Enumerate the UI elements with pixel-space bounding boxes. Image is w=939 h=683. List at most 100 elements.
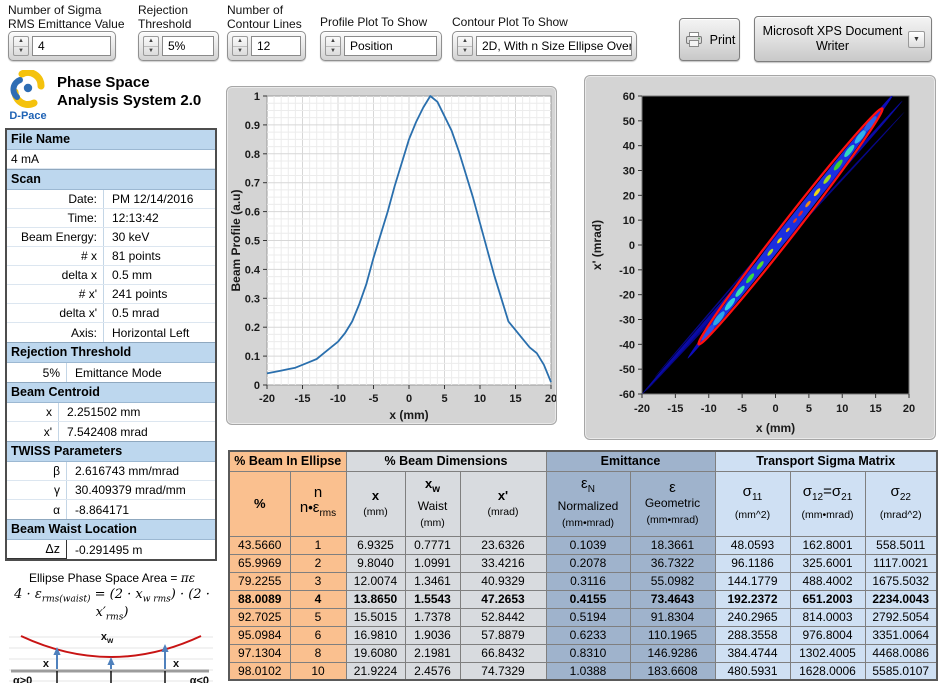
- profile-plot-selector[interactable]: ▲▼ Position: [320, 31, 442, 61]
- beam-envelope-diagram: xxxwα>0α<0Δz>0Δz<0: [5, 626, 217, 683]
- table-cell: 162.8001: [790, 536, 865, 554]
- section-row: Δz-0.291495 m: [7, 540, 215, 559]
- table-cell: 0.2078: [546, 554, 630, 572]
- spin-up-icon[interactable]: ▲: [458, 37, 472, 47]
- column-header: x(mm): [346, 471, 405, 536]
- contour-lines-stepper[interactable]: ▲▼ 12: [227, 31, 306, 61]
- chevron-down-icon[interactable]: ▼: [908, 31, 925, 48]
- svg-text:-15: -15: [667, 403, 683, 415]
- contour-plot-value-field[interactable]: 2D, With n Size Ellipse Overlay: [476, 36, 632, 56]
- print-button[interactable]: Print: [679, 18, 740, 61]
- table-row: 95.0984616.98101.903657.88790.6233110.19…: [229, 626, 937, 644]
- section-row: Time:12:13:42: [7, 209, 215, 228]
- svg-text:xw: xw: [101, 631, 114, 645]
- spin-up-icon[interactable]: ▲: [326, 37, 340, 47]
- group-header: Transport Sigma Matrix: [715, 451, 937, 471]
- section-header: Scan: [7, 170, 215, 190]
- table-cell: 976.8004: [790, 626, 865, 644]
- table-cell: 97.1304: [229, 644, 290, 662]
- table-cell: 18.3661: [630, 536, 715, 554]
- svg-text:-20: -20: [259, 393, 275, 405]
- rejection-value-field[interactable]: 5%: [162, 36, 214, 56]
- app-title: Phase Space Analysis System 2.0: [57, 74, 201, 110]
- sigma-stepper[interactable]: ▲▼ 4: [8, 31, 116, 61]
- info-panel: File Name4 mAScanDate:PM 12/14/2016Time:…: [5, 128, 217, 561]
- contour-lines-spin-buttons[interactable]: ▲▼: [232, 36, 248, 56]
- table-cell: 1.3461: [405, 572, 460, 590]
- spin-down-icon[interactable]: ▼: [326, 47, 340, 56]
- table-cell: 48.0593: [715, 536, 790, 554]
- row-label: α: [7, 500, 67, 519]
- row-value: 30.409379 mrad/mm: [67, 483, 186, 497]
- svg-text:α<0: α<0: [190, 675, 209, 683]
- row-value: 0.5 mrad: [104, 306, 159, 320]
- row-label: Time:: [7, 209, 104, 227]
- contour-plot-spin-buttons[interactable]: ▲▼: [457, 36, 473, 56]
- table-cell: 4468.0086: [865, 644, 937, 662]
- svg-text:0: 0: [254, 380, 260, 392]
- svg-text:15: 15: [870, 403, 882, 415]
- table-cell: 1: [290, 536, 346, 554]
- table-cell: 23.6326: [460, 536, 546, 554]
- table-column-header-row: %nn•εrmsx(mm)xwWaist(mm)x'(mrad)εNNormal…: [229, 471, 937, 536]
- sigma-value-field[interactable]: 4: [32, 36, 111, 56]
- table-cell: 0.6233: [546, 626, 630, 644]
- table-row: 98.01021021.92242.457674.73291.0388183.6…: [229, 662, 937, 680]
- group-header: Emittance: [546, 451, 715, 471]
- table-cell: 2.1981: [405, 644, 460, 662]
- results-table: % Beam In Ellipse% Beam DimensionsEmitta…: [228, 450, 938, 681]
- rejection-stepper[interactable]: ▲▼ 5%: [138, 31, 219, 61]
- spin-down-icon[interactable]: ▼: [14, 47, 28, 56]
- spin-up-icon[interactable]: ▲: [233, 37, 247, 47]
- section-row: α-8.864171: [7, 500, 215, 519]
- table-cell: 13.8650: [346, 590, 405, 608]
- svg-text:-20: -20: [634, 403, 650, 415]
- table-row: 97.1304819.60802.198166.84320.8310146.92…: [229, 644, 937, 662]
- svg-text:-15: -15: [295, 393, 311, 405]
- table-row: 88.0089413.86501.554347.26530.415573.464…: [229, 590, 937, 608]
- svg-text:30: 30: [623, 166, 635, 178]
- table-cell: 1.0388: [546, 662, 630, 680]
- table-cell: 4: [290, 590, 346, 608]
- svg-text:0.5: 0.5: [245, 236, 260, 248]
- table-cell: 65.9969: [229, 554, 290, 572]
- svg-text:x (mm): x (mm): [756, 421, 795, 435]
- printer-select[interactable]: Microsoft XPS Document Writer ▼: [754, 16, 932, 62]
- sidebar-section: TWISS Parametersβ2.616743 mm/mradγ30.409…: [7, 441, 215, 519]
- table-cell: 6: [290, 626, 346, 644]
- profile-plot-value-field[interactable]: Position: [344, 36, 437, 56]
- section-header: Beam Waist Location: [7, 520, 215, 540]
- row-value: 0.5 mm: [104, 268, 152, 282]
- phase-space-app: Number of SigmaRMS Emittance Value ▲▼ 4 …: [0, 0, 939, 683]
- spin-up-icon[interactable]: ▲: [14, 37, 28, 47]
- contour-plot-selector[interactable]: ▲▼ 2D, With n Size Ellipse Overlay: [452, 31, 637, 61]
- table-cell: 5: [290, 608, 346, 626]
- section-header: File Name: [7, 130, 215, 150]
- contour-lines-value-field[interactable]: 12: [251, 36, 301, 56]
- table-row: 92.7025515.50151.737852.84420.519491.830…: [229, 608, 937, 626]
- svg-text:x (mm): x (mm): [389, 408, 428, 422]
- table-cell: 5585.0107: [865, 662, 937, 680]
- spin-down-icon[interactable]: ▼: [458, 47, 472, 56]
- svg-text:x: x: [43, 658, 50, 670]
- spin-down-icon[interactable]: ▼: [233, 47, 247, 56]
- table-cell: 57.8879: [460, 626, 546, 644]
- row-label: Axis:: [7, 323, 104, 342]
- svg-text:0.3: 0.3: [245, 293, 260, 305]
- rejection-spin-buttons[interactable]: ▲▼: [143, 36, 159, 56]
- row-value: 241 points: [104, 287, 167, 301]
- profile-plot-spin-buttons[interactable]: ▲▼: [325, 36, 341, 56]
- table-cell: 1.9036: [405, 626, 460, 644]
- svg-text:0: 0: [406, 393, 412, 405]
- spin-down-icon[interactable]: ▼: [144, 47, 158, 56]
- sigma-spin-buttons[interactable]: ▲▼: [13, 36, 29, 56]
- table-cell: 36.7322: [630, 554, 715, 572]
- formula-block: Ellipse Phase Space Area = πε 4 · εrms(w…: [5, 571, 219, 622]
- table-cell: 15.5015: [346, 608, 405, 626]
- table-group-header-row: % Beam In Ellipse% Beam DimensionsEmitta…: [229, 451, 937, 471]
- column-header: %: [229, 471, 290, 536]
- contour-plot-label: Contour Plot To Show: [452, 15, 568, 29]
- profile-plot-label: Profile Plot To Show: [320, 15, 427, 29]
- spin-up-icon[interactable]: ▲: [144, 37, 158, 47]
- section-row: Axis:Horizontal Left: [7, 323, 215, 342]
